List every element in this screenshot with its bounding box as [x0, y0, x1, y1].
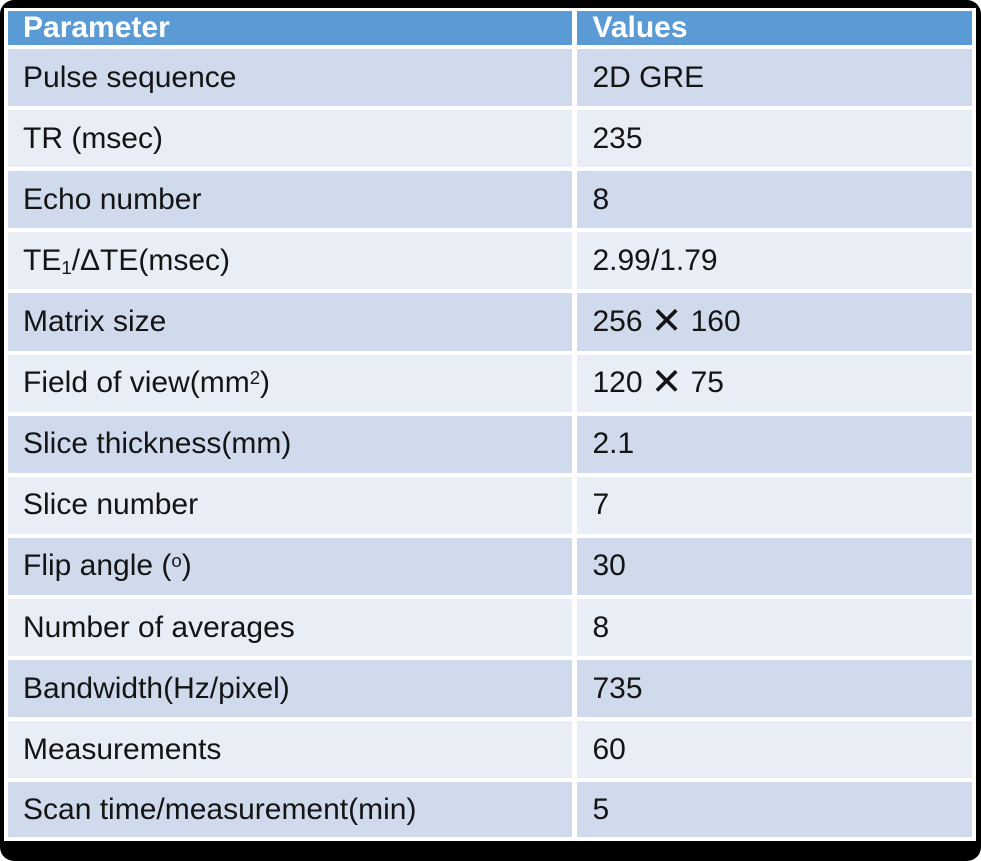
cell-text: 235 [592, 121, 643, 155]
table-row: Measurements 60 [8, 721, 972, 783]
table-row: Echo number 8 [8, 171, 972, 233]
cell-text: 160 [682, 304, 741, 338]
cell-text: Measurements [23, 732, 222, 766]
cell-text: Flip angle ( [23, 549, 172, 583]
value-cell: 60 [577, 721, 972, 783]
cell-text: Number of averages [23, 610, 295, 644]
cell-text: 735 [592, 671, 643, 705]
value-cell: 8 [577, 598, 972, 661]
column-header-parameter: Parameter [8, 11, 578, 49]
cell-text-times: ✕ [650, 298, 683, 343]
cell-text: 5 [592, 792, 610, 826]
cell-text: Scan time/measurement(min) [23, 792, 417, 826]
cell-text-sup: 2 [249, 367, 261, 389]
table-row: Number of averages 8 [8, 598, 972, 661]
table-row: Slice number 7 [8, 476, 972, 538]
cell-text: /ΔTE(msec) [71, 243, 231, 277]
parameter-cell: Number of averages [8, 598, 578, 661]
cell-text: 2.99/1.79 [592, 243, 718, 277]
cell-text: Slice number [23, 488, 199, 522]
cell-text: Matrix size [23, 304, 167, 338]
parameter-cell: Pulse sequence [8, 49, 578, 111]
value-cell: 256 ✕ 160 [577, 293, 972, 355]
table-row: Bandwidth(Hz/pixel) 735 [8, 660, 972, 722]
cell-text: 8 [592, 610, 610, 644]
value-cell: 5 [577, 782, 972, 837]
cell-text: 2D GRE [592, 60, 705, 94]
parameter-cell: Echo number [8, 171, 578, 233]
cell-text: TE [23, 243, 62, 277]
value-cell: 8 [577, 171, 972, 233]
value-cell: 7 [577, 476, 972, 538]
cell-text: Slice thickness(mm) [23, 427, 292, 461]
cell-text: 256 [592, 304, 651, 338]
value-cell: 235 [577, 110, 972, 172]
cell-text: ) [260, 366, 271, 400]
cell-text: Pulse sequence [23, 60, 237, 94]
cell-text: Echo number [23, 182, 202, 216]
cell-text: Bandwidth(Hz/pixel) [23, 671, 290, 705]
parameter-cell: Flip angle (o) [8, 537, 578, 599]
cell-text: 75 [682, 366, 724, 400]
value-cell: 2D GRE [577, 49, 972, 111]
column-header-values: Values [577, 11, 972, 49]
table-row: TE1/ΔTE(msec) 2.99/1.79 [8, 232, 972, 294]
table-row: Pulse sequence 2D GRE [8, 49, 972, 111]
table-header: Parameter Values [8, 11, 972, 49]
cell-text: ) [181, 549, 192, 583]
cell-text: 30 [592, 549, 626, 583]
cell-text: 7 [592, 488, 610, 522]
parameter-cell: Slice number [8, 476, 578, 538]
table-background: Parameter Values Pulse sequence 2D GRE TR … [4, 8, 976, 841]
parameter-cell: Field of view(mm2) [8, 354, 578, 416]
parameter-cell: TR (msec) [8, 110, 578, 172]
table-body: Pulse sequence 2D GRE TR (msec) 235 Echo num… [8, 49, 972, 837]
cell-text: 120 [592, 366, 651, 400]
parameter-cell: TE1/ΔTE(msec) [8, 232, 578, 294]
cell-text-times: ✕ [650, 359, 683, 404]
cell-text: 2.1 [592, 427, 635, 461]
value-cell: 120 ✕ 75 [577, 354, 972, 416]
cell-text: TR (msec) [23, 121, 163, 155]
value-cell: 2.1 [577, 415, 972, 477]
table-row: Matrix size 256 ✕ 160 [8, 293, 972, 355]
parameter-cell: Scan time/measurement(min) [8, 782, 578, 837]
cell-text: Field of view(mm [23, 366, 250, 400]
table-row: TR (msec) 235 [8, 110, 972, 172]
table-row: Flip angle (o) 30 [8, 537, 972, 599]
value-cell: 30 [577, 537, 972, 599]
value-cell: 2.99/1.79 [577, 232, 972, 294]
header-row: Parameter Values [8, 11, 972, 49]
table-row: Scan time/measurement(min) 5 [8, 782, 972, 837]
parameter-cell: Bandwidth(Hz/pixel) [8, 660, 578, 722]
parameter-cell: Measurements [8, 721, 578, 783]
cell-text-sub: 1 [61, 256, 72, 278]
cell-text: 60 [592, 732, 626, 766]
parameters-table: Parameter Values Pulse sequence 2D GRE TR … [8, 11, 972, 837]
value-cell: 735 [577, 660, 972, 722]
cell-text: 8 [592, 182, 610, 216]
parameter-cell: Matrix size [8, 293, 578, 355]
cell-text-sup: o [171, 550, 182, 572]
table-row: Slice thickness(mm) 2.1 [8, 415, 972, 477]
parameter-cell: Slice thickness(mm) [8, 415, 578, 477]
table-row: Field of view(mm2) 120 ✕ 75 [8, 354, 972, 416]
